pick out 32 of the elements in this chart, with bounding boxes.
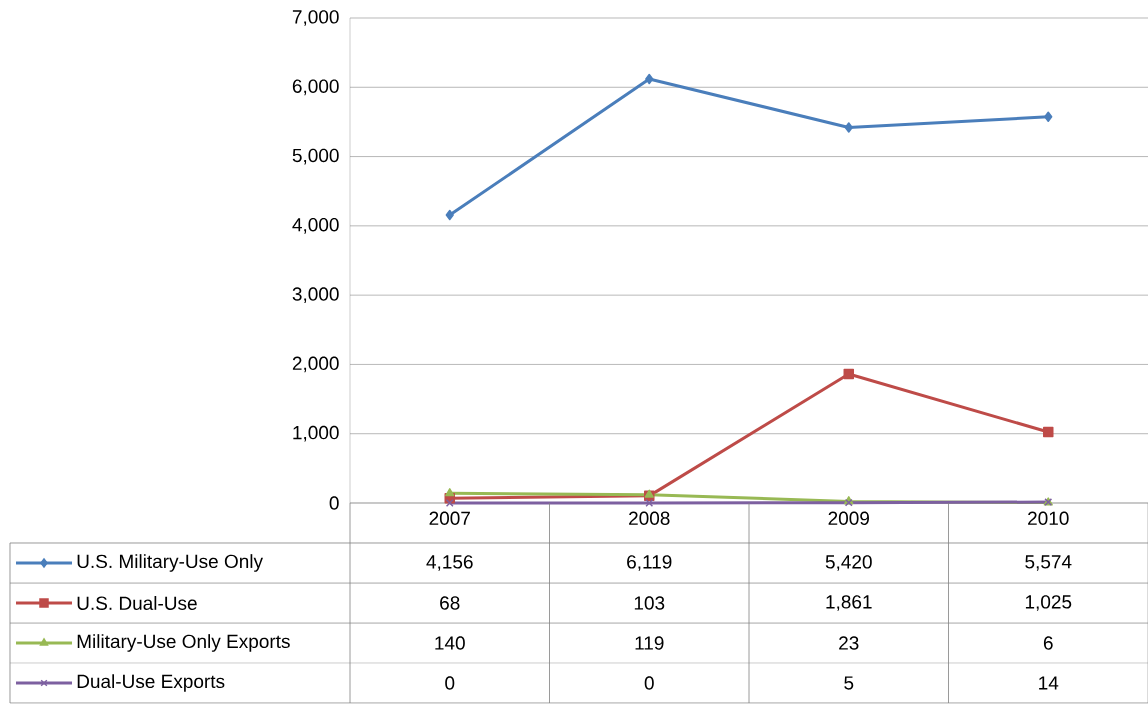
legend-label: Military-Use Only Exports xyxy=(77,634,290,652)
data-label: 4,156 xyxy=(426,555,473,571)
y-tick-label: 0 xyxy=(329,496,339,510)
data-label: 119 xyxy=(635,636,664,650)
y-tick-label: 6,000 xyxy=(292,79,339,96)
data-label: 103 xyxy=(634,596,665,610)
data-label: 5,574 xyxy=(1025,555,1072,571)
y-tick-label: 1,000 xyxy=(293,425,339,442)
data-label: 140 xyxy=(435,636,465,650)
y-tick-label: 7,000 xyxy=(292,10,339,26)
x-tick-label: 2009 xyxy=(828,511,869,525)
x-tick-label: 2008 xyxy=(629,511,670,525)
y-tick-label: 5,000 xyxy=(292,148,339,165)
legend-label: U.S. Dual-Use xyxy=(77,596,197,610)
y-tick-label: 2,000 xyxy=(292,356,339,373)
x-tick-label: 2007 xyxy=(429,511,470,525)
data-label: 0 xyxy=(644,676,654,690)
data-label: 5 xyxy=(844,676,854,690)
data-label: 6,119 xyxy=(627,555,672,571)
legend-label: U.S. Military-Use Only xyxy=(77,554,263,572)
data-label: 68 xyxy=(440,596,460,610)
data-label: 1,025 xyxy=(1025,595,1072,611)
data-label: 14 xyxy=(1039,676,1059,690)
legend-label: Dual-Use Exports xyxy=(77,674,225,692)
x-tick-label: 2010 xyxy=(1028,511,1069,525)
y-tick-label: 3,000 xyxy=(292,287,339,303)
data-label: 1,861 xyxy=(826,595,872,611)
data-label: 6 xyxy=(1043,636,1053,650)
y-tick-label: 4,000 xyxy=(292,218,339,234)
data-label: 23 xyxy=(839,636,859,650)
data-label: 5,420 xyxy=(825,555,872,571)
data-label: 0 xyxy=(445,676,455,690)
